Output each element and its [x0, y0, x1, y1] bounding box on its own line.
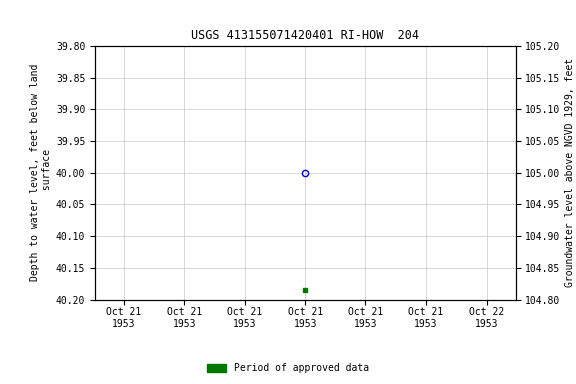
Title: USGS 413155071420401 RI-HOW  204: USGS 413155071420401 RI-HOW 204	[191, 29, 419, 42]
Legend: Period of approved data: Period of approved data	[203, 359, 373, 377]
Y-axis label: Groundwater level above NGVD 1929, feet: Groundwater level above NGVD 1929, feet	[564, 58, 575, 287]
Y-axis label: Depth to water level, feet below land
 surface: Depth to water level, feet below land su…	[30, 64, 52, 281]
